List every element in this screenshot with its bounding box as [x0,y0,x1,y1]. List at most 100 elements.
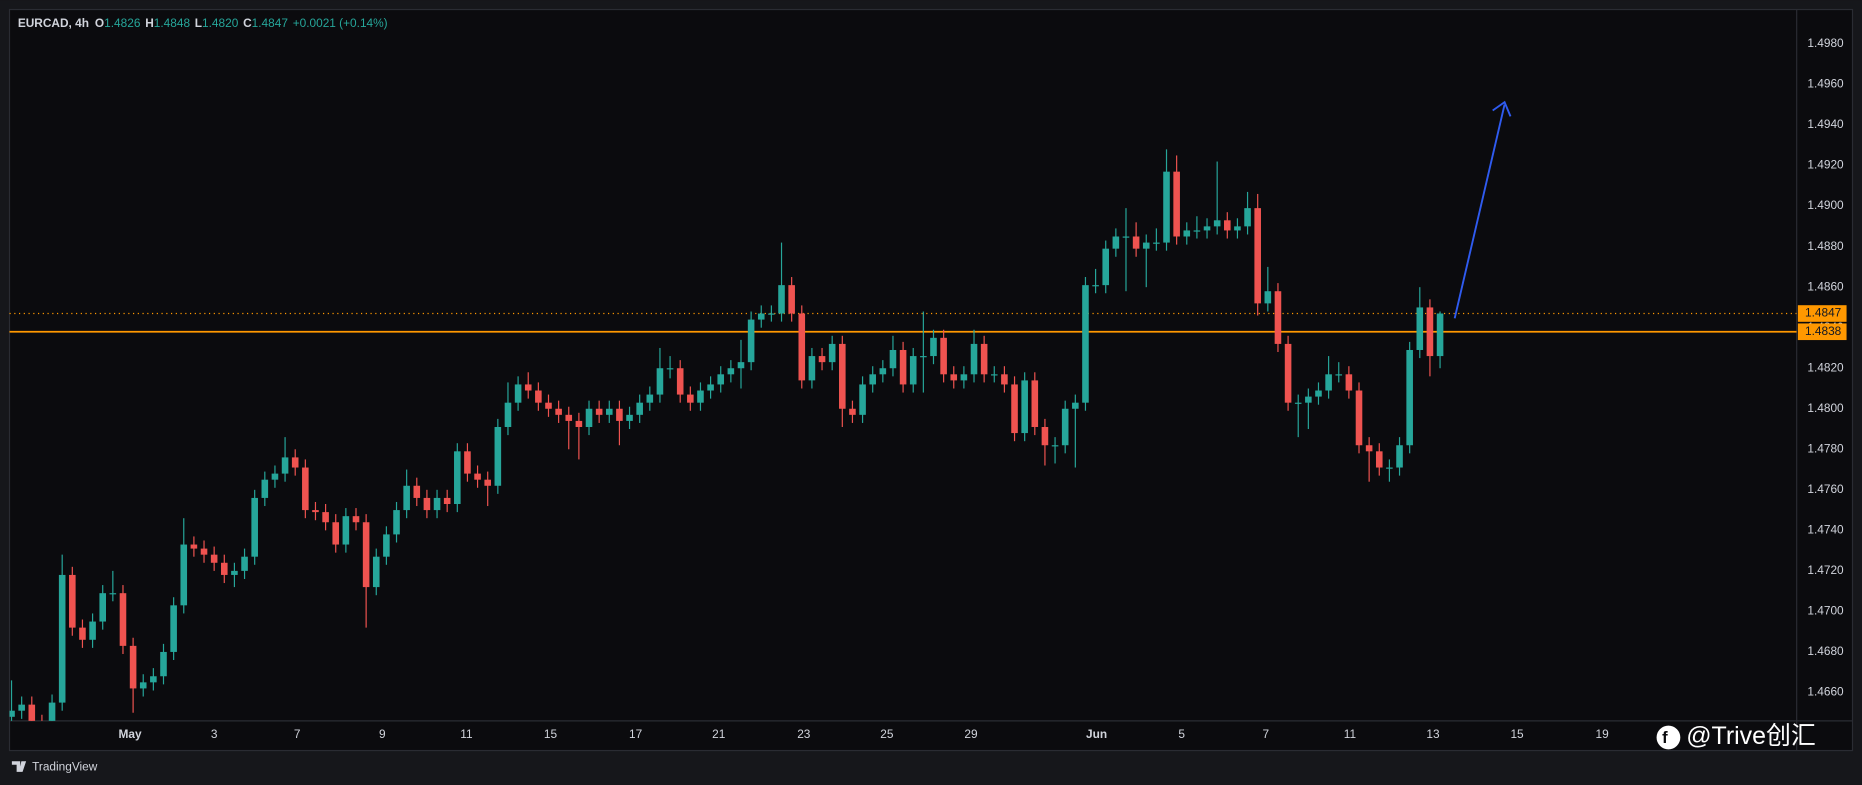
candle-body [666,368,674,370]
candle-body [1264,291,1272,304]
candle-body [383,534,390,557]
price-label: 1.4847 [1805,306,1841,320]
x-tick-label: May [119,727,142,741]
candle-body [210,554,218,563]
candle-body [1284,343,1292,403]
brand: TradingView [32,759,98,773]
candle-body [281,457,289,474]
candle-body [1213,220,1221,227]
candle-body [241,556,248,571]
brand-logo [11,761,27,772]
chart-panel [8,8,1854,752]
y-tick-label: 1.4800 [1807,401,1844,415]
candle-body [747,319,755,363]
ohlc-label: H [145,16,154,30]
change: +0.0021 (+0.14%) [293,16,388,30]
x-tick-label: 15 [544,727,558,741]
candle-body [1092,285,1099,287]
candle-body [170,605,177,652]
candle-body [1203,226,1211,231]
candle-body [200,548,208,555]
candle-body [727,368,735,375]
candle-body [1274,291,1282,344]
y-tick-label: 1.4660 [1807,685,1844,699]
candle-body [970,343,978,375]
candle-body [494,426,502,486]
candle-body [676,368,684,395]
candle-body [220,562,228,575]
candle-body [656,368,664,395]
y-tick-label: 1.4980 [1807,36,1844,50]
candle-body [1375,451,1383,468]
y-tick-label: 1.4960 [1807,77,1844,91]
candle-body [1112,236,1120,249]
y-tick-label: 1.4740 [1807,522,1844,536]
candle-body [818,356,826,363]
y-tick-label: 1.4860 [1807,279,1844,293]
candle-body [1416,307,1424,350]
x-tick-label: 21 [712,727,726,741]
ohlc-label: C [243,16,252,30]
candle-body [545,402,552,409]
candle-body [1345,374,1353,391]
plot-area [9,149,1797,721]
ohlc-label: L [195,16,202,30]
candle-body [828,343,836,363]
x-tick-label: 15 [1510,727,1524,741]
candle-body [423,497,431,511]
candle-body [737,362,745,369]
candle-body [1315,390,1322,397]
candle-body [332,522,340,545]
candle-body [869,374,876,385]
candle-body [1426,307,1434,357]
candle-body [909,356,917,385]
candle-body [89,621,96,640]
candle-body [1072,402,1079,409]
x-tick-label: 7 [1262,727,1269,741]
candle-body [139,682,147,689]
candle-body [595,408,603,415]
candle-body [1082,285,1089,403]
candle-body [1254,208,1261,304]
candle-body [788,285,795,314]
candle-body [626,414,633,421]
x-tick-label: 17 [629,727,642,741]
candle-body [1041,426,1049,446]
candle-body [1305,396,1312,403]
annotation-arrow [1453,104,1506,319]
price-label: 1.4838 [1805,324,1842,338]
y-tick-label: 1.4680 [1807,644,1844,658]
candle-body [808,356,816,381]
candle-body [271,473,279,480]
y-tick-label: 1.4920 [1807,158,1844,172]
candle-body [1142,242,1150,249]
candle-body [1173,171,1180,237]
candle-body [342,516,350,545]
watermark: @Trive创汇 [1686,722,1816,750]
candle-body [69,574,76,628]
candle-body [960,374,968,381]
candle-body [930,337,937,357]
candle-body [1193,230,1201,232]
candle-body [646,394,654,403]
candle-body [565,414,573,421]
candle-body [889,349,897,369]
x-tick-label: 23 [797,727,811,741]
candle-body [1335,374,1343,376]
candle-body [231,570,238,575]
x-tick-label: 25 [880,727,894,741]
candle-body [1355,390,1363,446]
x-tick-label: 11 [1344,727,1357,741]
candle-body [1294,402,1302,404]
candle-body [768,313,775,315]
candle-body [1051,445,1059,447]
candle-body [443,497,451,505]
candle-body [1386,467,1393,469]
candle-body [484,479,491,486]
candle-body [1234,226,1241,231]
x-tick-label: 11 [460,727,473,741]
candle-body [322,512,329,523]
candle-body [1122,236,1130,238]
